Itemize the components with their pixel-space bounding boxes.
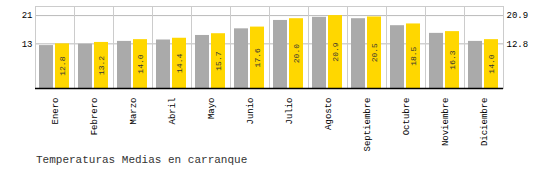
svg-text:Mayo: Mayo [207,98,217,120]
svg-text:15.7: 15.7 [214,51,223,70]
svg-text:20.0: 20.0 [292,44,301,63]
svg-text:16.3: 16.3 [448,50,457,69]
svg-text:12.8: 12.8 [507,40,529,50]
svg-text:20.5: 20.5 [370,43,379,62]
svg-text:21: 21 [22,11,33,21]
svg-text:Junio: Junio [246,98,256,125]
svg-text:Febrero: Febrero [90,98,100,136]
svg-text:17.6: 17.6 [253,48,262,67]
svg-text:14.4: 14.4 [175,54,184,73]
svg-text:18.5: 18.5 [409,46,418,65]
svg-text:13.2: 13.2 [97,56,106,75]
html-text:Temperaturas Medias en carranq: Temperaturas Medias en carranque [36,154,248,166]
svg-text:20.9: 20.9 [507,11,529,21]
svg-text:Octubre: Octubre [402,98,412,136]
svg-text:14.0: 14.0 [487,54,496,73]
svg-text:Diciembre: Diciembre [480,98,490,147]
svg-text:20.9: 20.9 [331,42,340,61]
svg-text:Abril: Abril [168,98,178,125]
svg-text:12.8: 12.8 [58,56,67,75]
svg-text:Agosto: Agosto [324,98,334,130]
svg-text:14.0: 14.0 [136,54,145,73]
svg-text:Noviembre: Noviembre [441,98,451,147]
svg-text:Septiembre: Septiembre [363,98,373,152]
svg-text:Marzo: Marzo [129,98,139,125]
svg-text:Enero: Enero [51,98,61,125]
svg-text:13: 13 [22,40,33,50]
svg-text:Julio: Julio [285,98,295,125]
